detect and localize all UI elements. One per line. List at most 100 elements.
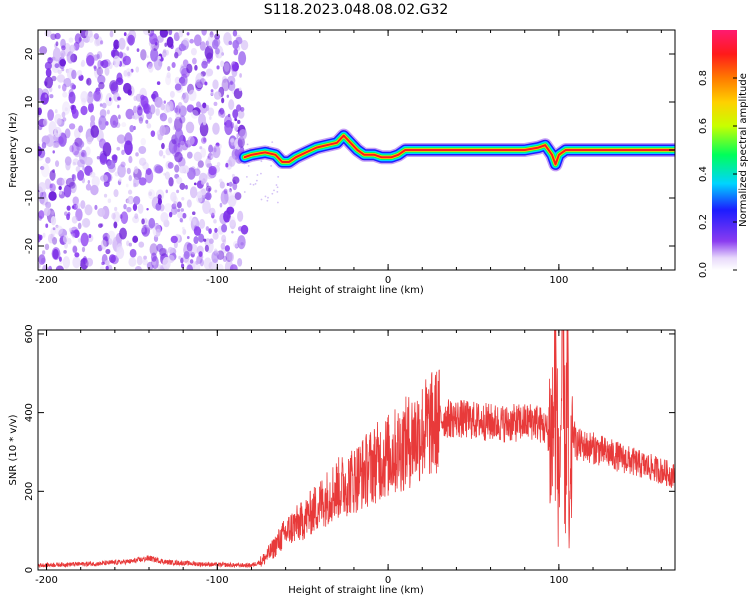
noise-blob — [141, 218, 145, 225]
noise-blob — [192, 211, 196, 216]
noise-blob — [150, 48, 159, 62]
noise-blob — [179, 140, 186, 150]
noise-blob — [147, 62, 154, 73]
noise-blob — [126, 46, 130, 51]
noise-dot — [255, 179, 258, 182]
noise-blob — [54, 63, 60, 69]
noise-blob — [186, 104, 195, 113]
noise-blob — [232, 182, 238, 191]
noise-dot — [243, 191, 246, 193]
noise-blob — [186, 32, 190, 36]
noise-blob — [166, 72, 171, 79]
noise-blob — [48, 121, 57, 136]
noise-dot — [252, 183, 255, 186]
ax1-ytick-label: 0 — [24, 147, 35, 153]
noise-blob — [146, 55, 149, 59]
noise-blob — [212, 145, 221, 159]
noise-blob — [182, 37, 190, 47]
noise-blob — [228, 181, 233, 187]
noise-blob — [226, 182, 230, 187]
noise-blob — [196, 255, 203, 265]
noise-blob — [145, 169, 154, 184]
noise-blob — [105, 265, 109, 270]
noise-blob — [230, 80, 233, 85]
noise-blob — [173, 200, 177, 206]
noise-blob — [38, 182, 47, 193]
noise-blob — [135, 66, 140, 73]
noise-blob — [205, 226, 210, 231]
noise-blob — [55, 160, 60, 168]
noise-blob — [134, 265, 142, 270]
noise-blob — [118, 37, 126, 50]
noise-blob — [226, 206, 235, 215]
noise-blob — [127, 189, 133, 195]
noise-blob — [40, 163, 50, 178]
colorbar — [712, 30, 737, 270]
noise-blob — [87, 180, 91, 184]
noise-blob — [230, 137, 235, 146]
noise-blob — [193, 151, 203, 162]
noise-blob — [232, 176, 240, 184]
noise-blob — [76, 202, 81, 209]
noise-blob — [118, 114, 121, 120]
noise-blob — [58, 84, 61, 89]
noise-blob — [205, 104, 210, 112]
noise-blob — [237, 110, 245, 119]
noise-blob — [174, 128, 184, 144]
noise-blob — [215, 47, 220, 55]
noise-blob — [59, 59, 67, 67]
ax2-ytick-label: 400 — [24, 403, 35, 422]
heatmap-ridge — [237, 128, 675, 172]
noise-blob — [95, 36, 103, 46]
noise-blob — [194, 64, 198, 71]
noise-blob — [200, 147, 207, 158]
noise-blob — [99, 266, 105, 270]
noise-blob — [74, 252, 80, 258]
noise-blob — [132, 105, 138, 114]
noise-blob — [120, 211, 129, 225]
y-axis-label-2: SNR (10 * v/v) — [8, 414, 19, 485]
noise-blob — [98, 223, 103, 228]
noise-blob — [177, 101, 183, 109]
noise-blob — [221, 97, 225, 104]
noise-blob — [42, 250, 46, 255]
noise-dot — [247, 165, 250, 167]
noise-blob — [80, 61, 84, 67]
noise-blob — [240, 39, 249, 51]
noise-blob — [189, 186, 198, 199]
noise-blob — [90, 115, 96, 123]
noise-blob — [240, 106, 245, 112]
noise-blob — [198, 218, 206, 229]
noise-blob — [131, 115, 136, 119]
noise-blob — [205, 192, 212, 201]
noise-blob — [230, 121, 235, 129]
noise-blob — [132, 203, 138, 211]
y-axis-label-1: Frequency (Hz) — [8, 112, 19, 188]
noise-blob — [205, 157, 211, 168]
noise-blob — [237, 210, 244, 222]
noise-blob — [74, 33, 82, 44]
noise-blob — [68, 123, 76, 130]
noise-blob — [69, 145, 74, 153]
noise-blob — [50, 216, 57, 226]
noise-blob — [103, 193, 108, 198]
noise-blob — [175, 112, 181, 120]
noise-blob — [193, 182, 197, 186]
noise-blob — [127, 198, 133, 204]
noise-dot — [276, 201, 279, 204]
noise-blob — [168, 30, 173, 36]
noise-blob — [174, 116, 183, 132]
ax1-ytick-label: -20 — [24, 238, 35, 254]
noise-blob — [133, 196, 141, 205]
ax2-xtick-label: -100 — [206, 575, 229, 586]
noise-blob — [180, 263, 185, 269]
noise-blob — [174, 47, 183, 57]
noise-blob — [99, 103, 103, 107]
noise-blob — [173, 32, 180, 42]
x-axis-label-2: Height of straight line (km) — [288, 585, 424, 596]
noise-blob — [201, 40, 206, 49]
ax1-ytick-label: 10 — [24, 96, 35, 109]
noise-blob — [85, 183, 92, 191]
noise-blob — [100, 40, 104, 45]
noise-blob — [44, 94, 48, 98]
